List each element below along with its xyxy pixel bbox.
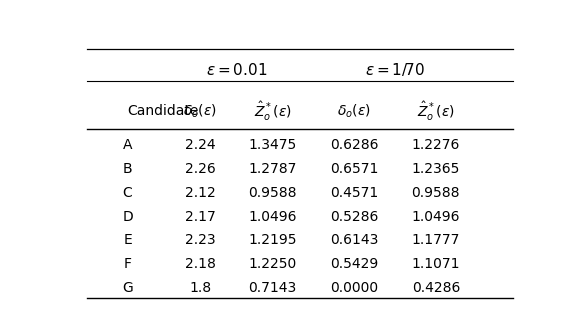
Text: 1.8: 1.8	[189, 281, 211, 295]
Text: 1.2787: 1.2787	[249, 162, 297, 176]
Text: 0.4571: 0.4571	[330, 186, 378, 200]
Text: 2.24: 2.24	[185, 138, 215, 152]
Text: 1.2276: 1.2276	[412, 138, 460, 152]
Text: 1.0496: 1.0496	[249, 210, 297, 223]
Text: 2.12: 2.12	[185, 186, 215, 200]
Text: $\varepsilon = 0.01$: $\varepsilon = 0.01$	[205, 62, 267, 77]
Text: $\hat{Z}^*_o(\varepsilon)$: $\hat{Z}^*_o(\varepsilon)$	[253, 99, 292, 123]
Text: 1.2195: 1.2195	[249, 233, 297, 247]
Text: D: D	[122, 210, 133, 223]
Text: C: C	[123, 186, 132, 200]
Text: 1.2365: 1.2365	[412, 162, 460, 176]
Text: 0.9588: 0.9588	[249, 186, 297, 200]
Text: 0.9588: 0.9588	[412, 186, 460, 200]
Text: 2.26: 2.26	[185, 162, 215, 176]
Text: 1.3475: 1.3475	[249, 138, 297, 152]
Text: 0.4286: 0.4286	[412, 281, 460, 295]
Text: E: E	[123, 233, 132, 247]
Text: $\hat{Z}^*_o(\varepsilon)$: $\hat{Z}^*_o(\varepsilon)$	[417, 99, 455, 123]
Text: 1.0496: 1.0496	[412, 210, 460, 223]
Text: 0.6571: 0.6571	[330, 162, 378, 176]
Text: 2.17: 2.17	[185, 210, 215, 223]
Text: 0.5429: 0.5429	[330, 257, 378, 271]
Text: 0.6143: 0.6143	[330, 233, 378, 247]
Text: 1.1071: 1.1071	[412, 257, 460, 271]
Text: 0.0000: 0.0000	[330, 281, 378, 295]
Text: 0.5286: 0.5286	[330, 210, 378, 223]
Text: $\delta_o(\varepsilon)$: $\delta_o(\varepsilon)$	[183, 102, 217, 120]
Text: A: A	[123, 138, 132, 152]
Text: 0.6286: 0.6286	[330, 138, 378, 152]
Text: 1.1777: 1.1777	[412, 233, 460, 247]
Text: 2.23: 2.23	[185, 233, 215, 247]
Text: $\delta_o(\varepsilon)$: $\delta_o(\varepsilon)$	[337, 102, 371, 120]
Text: Candidate: Candidate	[128, 104, 199, 118]
Text: $\varepsilon = 1/70$: $\varepsilon = 1/70$	[365, 61, 425, 78]
Text: 0.7143: 0.7143	[249, 281, 297, 295]
Text: B: B	[123, 162, 132, 176]
Text: F: F	[123, 257, 132, 271]
Text: 1.2250: 1.2250	[249, 257, 297, 271]
Text: G: G	[122, 281, 133, 295]
Text: 2.18: 2.18	[185, 257, 215, 271]
